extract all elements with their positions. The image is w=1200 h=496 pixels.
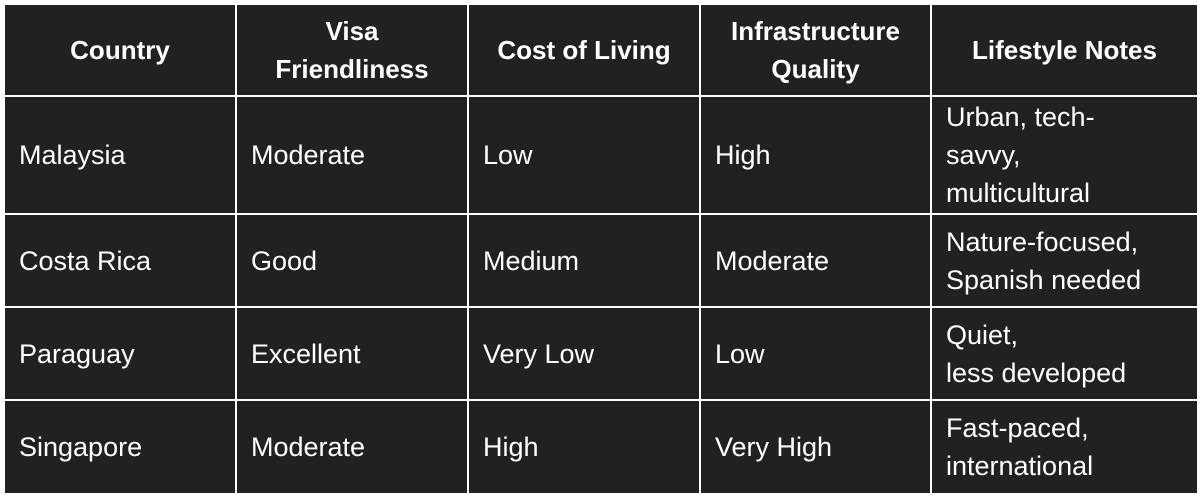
cell-lifestyle-notes: Nature-focused, Spanish needed (930, 213, 1199, 308)
cell-cost-of-living: High (467, 399, 701, 495)
cell-visa-friendliness: Good (235, 213, 469, 308)
table-row: Malaysia Moderate Low High Urban, tech- … (3, 95, 1199, 215)
header-infrastructure-quality: Infrastructure Quality (699, 3, 932, 97)
header-visa-friendliness: Visa Friendliness (235, 3, 469, 97)
cell-infrastructure-quality: Moderate (699, 213, 932, 308)
cell-lifestyle-notes: Urban, tech- savvy, multicultural (930, 95, 1199, 215)
header-cost-of-living: Cost of Living (467, 3, 701, 97)
table-row: Paraguay Excellent Very Low Low Quiet, l… (3, 306, 1199, 401)
cell-infrastructure-quality: High (699, 95, 932, 215)
cell-cost-of-living: Medium (467, 213, 701, 308)
cell-country: Paraguay (3, 306, 237, 401)
cell-lifestyle-notes: Quiet, less developed (930, 306, 1199, 401)
cell-country: Singapore (3, 399, 237, 495)
table-row: Costa Rica Good Medium Moderate Nature-f… (3, 213, 1199, 308)
cell-cost-of-living: Low (467, 95, 701, 215)
cell-lifestyle-notes: Fast-paced, international (930, 399, 1199, 495)
cell-visa-friendliness: Moderate (235, 399, 469, 495)
cell-cost-of-living: Very Low (467, 306, 701, 401)
cell-country: Malaysia (3, 95, 237, 215)
cell-visa-friendliness: Excellent (235, 306, 469, 401)
header-lifestyle-notes: Lifestyle Notes (930, 3, 1199, 97)
cell-infrastructure-quality: Very High (699, 399, 932, 495)
table-row: Singapore Moderate High Very High Fast-p… (3, 399, 1199, 495)
cell-visa-friendliness: Moderate (235, 95, 469, 215)
header-country: Country (3, 3, 237, 97)
header-row: Country Visa Friendliness Cost of Living… (3, 3, 1199, 97)
cell-country: Costa Rica (3, 213, 237, 308)
comparison-table: Country Visa Friendliness Cost of Living… (3, 3, 1199, 495)
cell-infrastructure-quality: Low (699, 306, 932, 401)
